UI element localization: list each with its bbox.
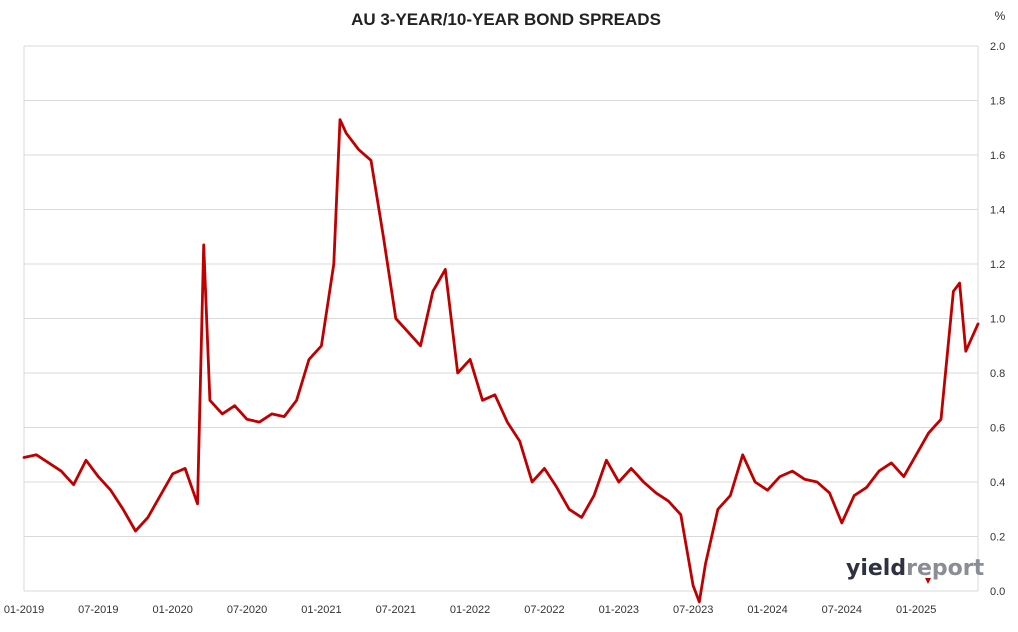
logo-arrow-icon [925,578,931,584]
x-tick-label: 01-2019 [4,604,44,616]
x-tick-label: 01-2022 [450,604,490,616]
x-tick-label: 07-2024 [822,604,862,616]
spread-series-line [22,118,980,604]
chart-title: AU 3-YEAR/10-YEAR BOND SPREADS [351,10,661,29]
y-tick-label: 0.4 [990,477,1005,489]
x-tick-label: 01-2025 [896,604,936,616]
y-tick-label: 1.8 [990,96,1005,108]
x-tick-label: 07-2022 [524,604,564,616]
x-tick-label: 07-2021 [376,604,416,616]
y-tick-label: 1.6 [990,150,1005,162]
plot-area [22,118,980,604]
y-tick-label: 0.0 [990,586,1005,598]
x-tick-label: 01-2021 [301,604,341,616]
y-tick-label: 1.4 [990,205,1005,217]
x-tick-label: 07-2019 [78,604,118,616]
x-tick-label: 01-2024 [747,604,787,616]
yieldreport-logo: yieldreport [846,556,985,584]
x-tick-label: 07-2023 [673,604,713,616]
y-tick-label: 2.0 [990,41,1005,53]
x-tick-label: 07-2020 [227,604,267,616]
gridlines [23,45,979,592]
x-axis-ticks: 01-2019 07-2019 01-2020 07-2020 01-2021 07-20… [4,604,937,616]
y-tick-label: 0.6 [990,423,1005,435]
y-tick-label: 1.0 [990,314,1005,326]
x-tick-label: 01-2020 [153,604,193,616]
y-axis-ticks: 0.0 0.2 0.4 0.6 0.8 1.0 1.2 1.4 1.6 1.8 2.0 [990,41,1005,598]
x-tick-label: 01-2023 [599,604,639,616]
y-tick-label: 0.8 [990,368,1005,380]
svg-text:yieldreport: yieldreport [846,556,985,581]
y-tick-label: 1.2 [990,259,1005,271]
y-axis-unit: % [995,9,1006,23]
y-tick-label: 0.2 [990,532,1005,544]
logo-text-report: report [906,556,984,581]
logo-text-yield: yield [846,556,906,581]
